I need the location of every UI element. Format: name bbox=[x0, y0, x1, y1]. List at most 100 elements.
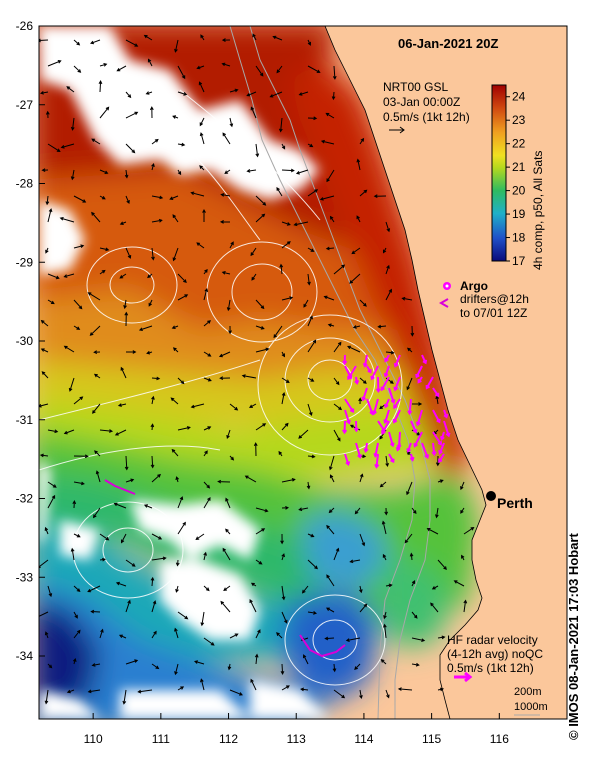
model-velocity-arrow bbox=[47, 481, 57, 488]
model-velocity-arrow bbox=[333, 403, 343, 411]
model-velocity-arrow bbox=[300, 687, 309, 692]
model-velocity-arrow bbox=[113, 502, 127, 509]
model-velocity-arrow bbox=[177, 611, 189, 620]
model-velocity-arrow bbox=[255, 423, 267, 431]
model-velocity-arrow bbox=[226, 429, 231, 439]
model-velocity-arrow bbox=[255, 629, 261, 639]
model-velocity-arrow bbox=[73, 396, 84, 405]
hf-radar-arrow bbox=[407, 398, 413, 416]
model-velocity-arrow bbox=[91, 663, 101, 667]
hf-radar-arrow bbox=[342, 420, 348, 435]
model-velocity-arrow bbox=[151, 395, 155, 405]
model-velocity-arrow bbox=[250, 247, 257, 257]
model-velocity-arrow bbox=[332, 65, 337, 80]
plot-frame bbox=[38, 25, 568, 720]
model-velocity-arrow bbox=[149, 106, 154, 119]
city-label: Perth bbox=[497, 495, 533, 511]
model-velocity-arrow bbox=[203, 585, 210, 592]
depth-contours bbox=[229, 26, 431, 719]
model-velocity-arrow bbox=[39, 91, 49, 95]
model-velocity-arrow bbox=[87, 292, 101, 301]
model-velocity-arrow bbox=[199, 165, 205, 171]
model-velocity-arrow bbox=[385, 221, 391, 233]
model-velocity-arrow bbox=[354, 507, 361, 515]
model-velocity-arrow bbox=[177, 169, 182, 176]
model-velocity-arrow bbox=[435, 455, 440, 467]
model-velocity-arrow bbox=[175, 559, 180, 567]
model-velocity-arrow bbox=[326, 574, 335, 587]
model-velocity-arrow bbox=[385, 288, 392, 301]
model-velocity-arrow bbox=[202, 208, 206, 222]
model-velocity-arrow bbox=[229, 88, 239, 93]
model-velocity-arrow bbox=[383, 247, 387, 254]
model-velocity-arrow bbox=[221, 62, 231, 67]
model-velocity-arrow bbox=[68, 377, 75, 392]
model-velocity-arrow bbox=[281, 221, 291, 226]
model-velocity-arrow bbox=[278, 117, 283, 133]
model-velocity-arrow bbox=[203, 351, 212, 357]
lat-tick-label: -34 bbox=[16, 649, 34, 663]
hf-radar-arrow bbox=[443, 409, 449, 419]
model-velocity-arrow bbox=[276, 65, 283, 74]
lat-tick-label: -32 bbox=[16, 492, 34, 506]
model-velocity-arrow bbox=[298, 507, 309, 512]
model-velocity-arrow bbox=[276, 186, 283, 197]
model-velocity-arrow bbox=[117, 403, 127, 407]
model-velocity-arrow bbox=[200, 678, 205, 691]
model-velocity-arrow bbox=[121, 533, 127, 544]
model-velocity-arrow bbox=[200, 34, 205, 41]
model-velocity-arrow bbox=[175, 585, 179, 593]
model-velocity-arrow bbox=[272, 35, 283, 41]
model-velocity-arrow bbox=[151, 473, 161, 483]
model-velocity-arrow bbox=[280, 533, 284, 545]
model-velocity-arrow bbox=[171, 325, 179, 329]
model-velocity-arrow bbox=[281, 553, 285, 561]
hf-radar-arrow bbox=[344, 453, 351, 466]
hf-radar-arrow bbox=[432, 387, 440, 398]
model-velocity-arrow bbox=[326, 524, 335, 535]
model-velocity-arrow bbox=[177, 273, 187, 284]
model-velocity-arrow bbox=[177, 377, 185, 385]
model-velocity-arrow bbox=[327, 323, 335, 328]
model-velocity-arrow bbox=[148, 299, 153, 307]
model-velocity-arrow bbox=[384, 507, 389, 516]
model-velocity-arrow bbox=[177, 496, 184, 509]
model-velocity-arrow bbox=[125, 247, 132, 259]
model-velocity-arrow bbox=[437, 559, 447, 570]
model-velocity-arrow bbox=[44, 689, 49, 705]
colorbar-tick-label: 23 bbox=[512, 113, 526, 127]
argo-label: Argo bbox=[460, 279, 488, 293]
model-velocity-arrow bbox=[307, 533, 315, 538]
model-velocity-arrow bbox=[47, 143, 61, 152]
colorbar-tick-label: 18 bbox=[512, 231, 526, 245]
model-velocity-arrow bbox=[453, 580, 465, 587]
model-velocity-arrow bbox=[351, 247, 361, 255]
model-velocity-arrow bbox=[397, 687, 413, 691]
model-velocity-arrow bbox=[255, 143, 260, 158]
hf-radar-arrow bbox=[393, 354, 401, 368]
lat-tick-label: -26 bbox=[16, 19, 34, 33]
model-velocity-arrow bbox=[356, 158, 361, 171]
model-velocity-arrow bbox=[406, 347, 413, 353]
model-velocity-arrow bbox=[359, 189, 368, 197]
model-velocity-arrow bbox=[255, 528, 266, 535]
model-velocity-arrow bbox=[411, 507, 417, 515]
model-velocity-arrow bbox=[307, 403, 313, 416]
model-velocity-arrow bbox=[47, 299, 55, 305]
model-velocity-arrow bbox=[47, 663, 53, 669]
model-velocity-arrow bbox=[177, 426, 191, 431]
hf-radar-arrow bbox=[392, 409, 401, 424]
model-velocity-arrow bbox=[99, 533, 110, 541]
model-velocity-arrow bbox=[255, 195, 267, 206]
model-velocity-arrow bbox=[223, 585, 231, 592]
model-velocity-arrow bbox=[172, 347, 179, 353]
model-velocity-arrow bbox=[329, 474, 335, 483]
hf-radar-arrow bbox=[354, 376, 360, 385]
model-velocity-arrow bbox=[203, 320, 212, 327]
model-velocity-arrow bbox=[359, 473, 364, 483]
model-velocity-arrow bbox=[203, 450, 208, 457]
model-velocity-arrow bbox=[203, 497, 211, 509]
model-velocity-arrow bbox=[198, 81, 205, 93]
model-velocity-arrow bbox=[352, 325, 361, 329]
model-velocity-arrow bbox=[39, 453, 49, 458]
